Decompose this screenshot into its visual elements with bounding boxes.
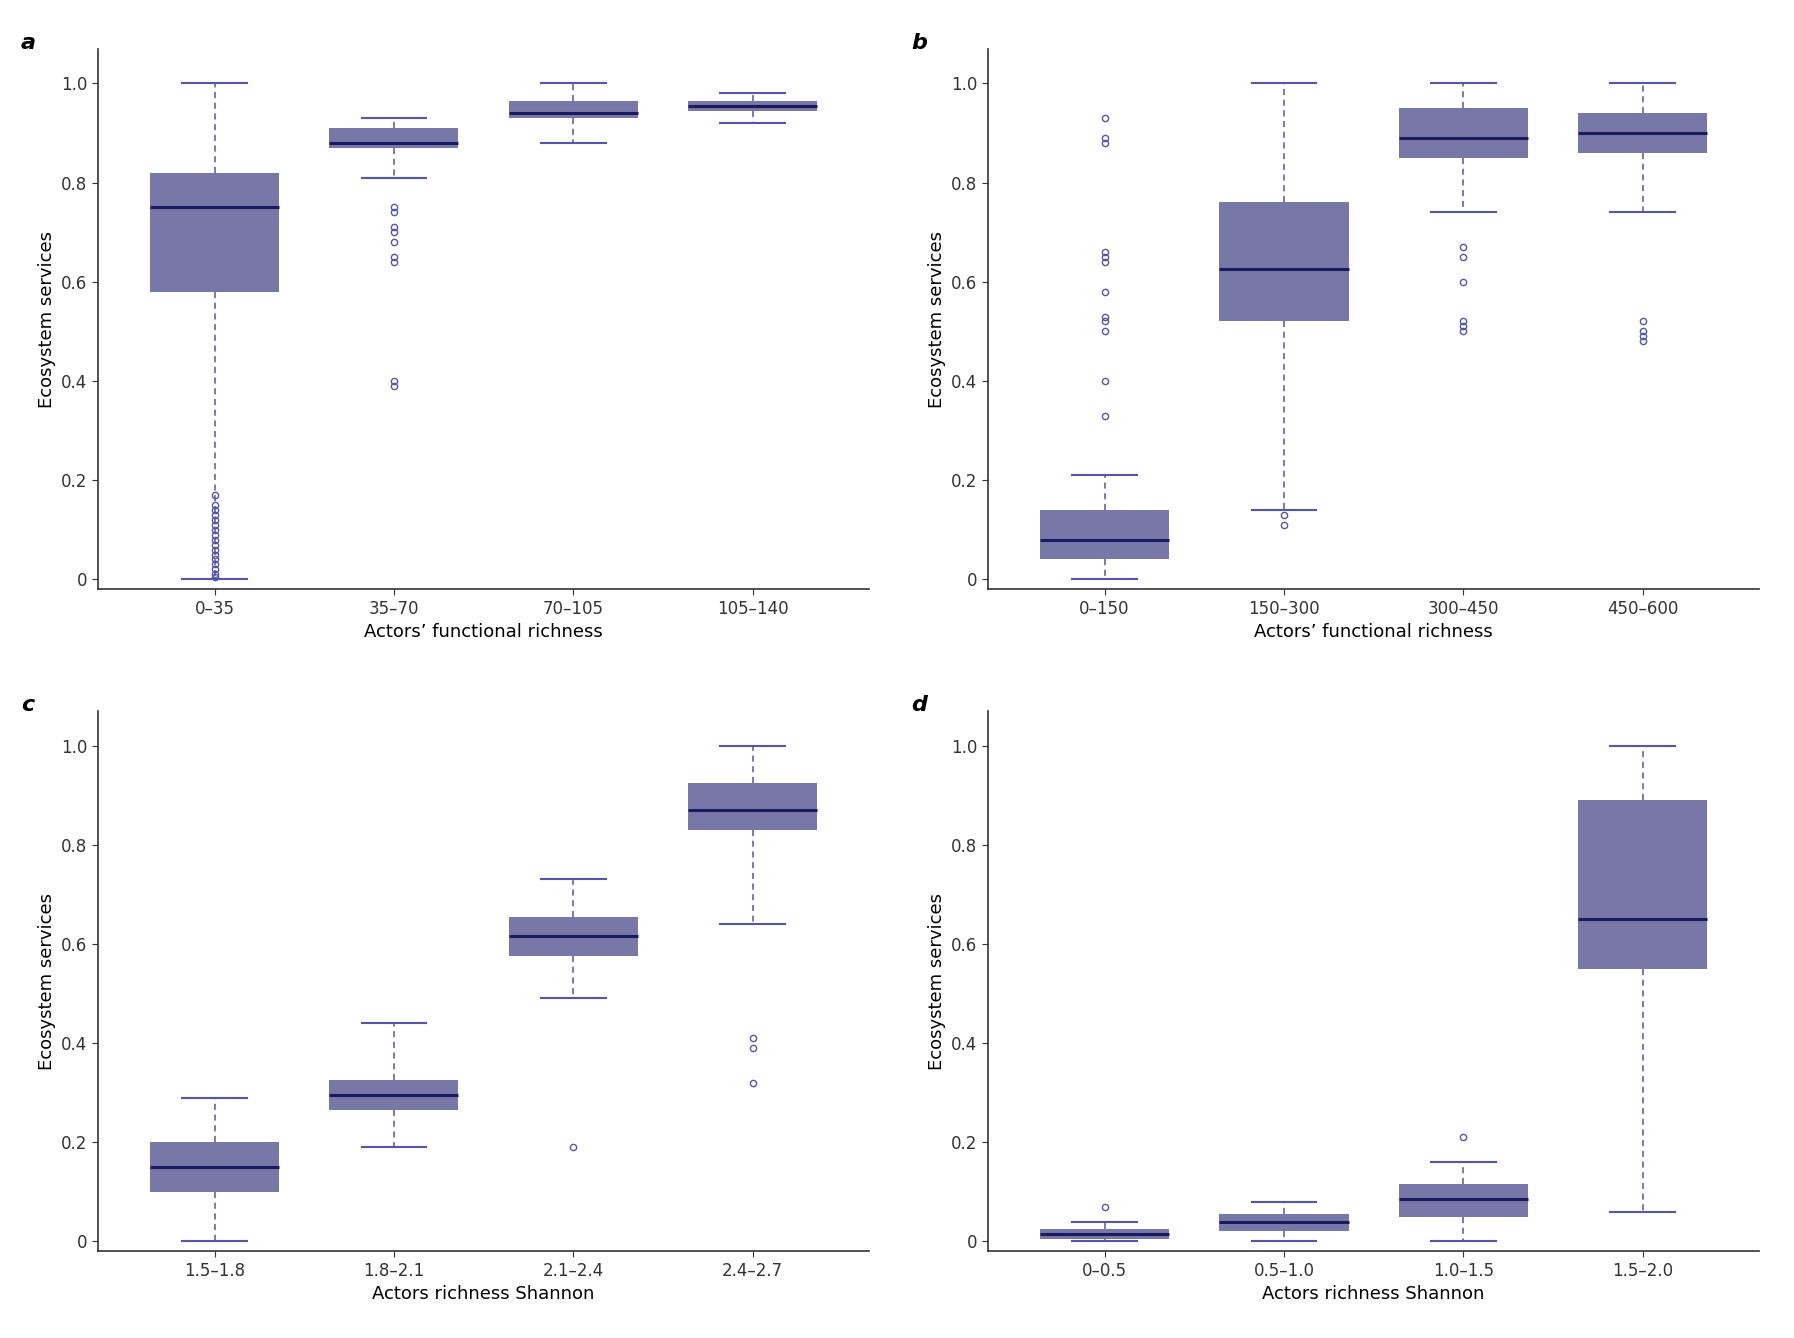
PathPatch shape — [1399, 108, 1528, 158]
X-axis label: Actors’ functional richness: Actors’ functional richness — [1254, 624, 1493, 641]
PathPatch shape — [1041, 1230, 1170, 1239]
PathPatch shape — [151, 173, 280, 292]
PathPatch shape — [330, 1080, 459, 1111]
Y-axis label: Ecosystem services: Ecosystem services — [927, 230, 945, 408]
PathPatch shape — [689, 783, 818, 830]
Y-axis label: Ecosystem services: Ecosystem services — [38, 230, 56, 408]
Text: b: b — [911, 32, 927, 52]
PathPatch shape — [689, 100, 818, 111]
PathPatch shape — [509, 100, 639, 118]
X-axis label: Actors’ functional richness: Actors’ functional richness — [364, 624, 603, 641]
PathPatch shape — [1579, 800, 1708, 969]
X-axis label: Actors richness Shannon: Actors richness Shannon — [1263, 1286, 1485, 1303]
PathPatch shape — [1399, 1184, 1528, 1216]
PathPatch shape — [1041, 510, 1170, 559]
PathPatch shape — [330, 128, 459, 149]
Y-axis label: Ecosystem services: Ecosystem services — [927, 892, 945, 1069]
PathPatch shape — [1579, 114, 1708, 153]
X-axis label: Actors richness Shannon: Actors richness Shannon — [373, 1286, 596, 1303]
Text: c: c — [22, 694, 34, 714]
PathPatch shape — [1220, 202, 1349, 321]
PathPatch shape — [151, 1143, 280, 1192]
PathPatch shape — [509, 917, 639, 957]
Y-axis label: Ecosystem services: Ecosystem services — [38, 892, 56, 1069]
Text: d: d — [911, 694, 927, 714]
Text: a: a — [22, 32, 36, 52]
PathPatch shape — [1220, 1214, 1349, 1231]
